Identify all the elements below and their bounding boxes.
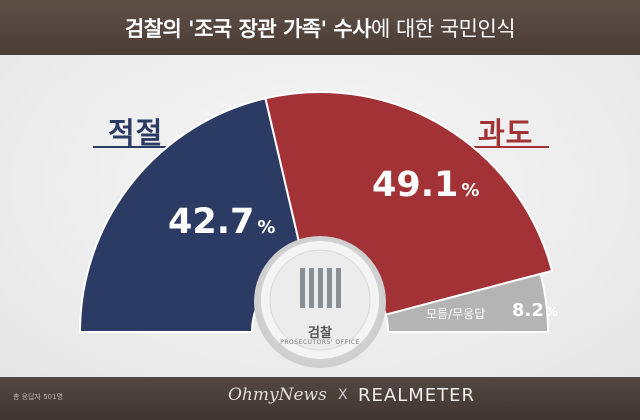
title-highlight: 검찰의 '조국 장관 가족' 수사 (124, 16, 372, 41)
center-seal (254, 236, 386, 368)
prosecutors-logo-icon (300, 268, 341, 308)
value-excessive-number: 49.1 (372, 165, 459, 205)
value-excessive: 49.1% (372, 165, 479, 205)
value-appropriate: 42.7% (168, 202, 275, 242)
slice-dont-know (384, 272, 550, 333)
label-appropriate: 적절 (108, 116, 164, 150)
respondent-note: 총 응답자 501명 (13, 393, 64, 401)
page-title: 검찰의 '조국 장관 가족' 수사 에 대한 국민인식 (0, 0, 640, 55)
footer-bar (0, 377, 640, 420)
brand-separator: X (338, 387, 348, 403)
title-rest: 에 대한 국민인식 (371, 16, 516, 41)
value-excessive-pct: % (461, 180, 480, 201)
value-dont-know: 8.2% (512, 300, 558, 321)
header-bar (0, 0, 640, 55)
label-excessive: 과도 (478, 116, 534, 150)
value-appropriate-number: 42.7 (168, 202, 255, 242)
value-dont-know-number: 8.2 (512, 300, 544, 321)
seal-label: 검찰 (308, 326, 332, 341)
seal-sublabel: PROSECUTORS' OFFICE (280, 339, 360, 346)
value-appropriate-pct: % (257, 217, 276, 238)
value-dont-know-pct: % (545, 305, 558, 319)
brand-realmeter: REALMETER (358, 385, 475, 406)
label-dont-know: 모름/무응답 (426, 307, 486, 321)
brand-ohmynews: OhmyNews (228, 385, 327, 405)
